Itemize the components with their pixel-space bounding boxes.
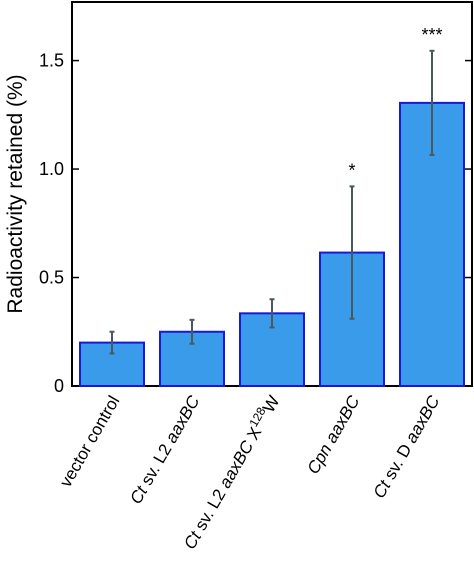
y-tick-label: 0 xyxy=(54,376,64,396)
x-tick-label: Ct sv. L2 aaxBC xyxy=(126,392,204,507)
y-tick-label: 0.5 xyxy=(39,268,64,288)
y-axis-label: Radioactivity retained (%) xyxy=(4,74,27,313)
significance-label: *** xyxy=(421,25,442,45)
x-tick-label-part: vector control xyxy=(56,393,123,491)
x-tick-label-part: aaxBC xyxy=(401,392,443,446)
y-tick-label: 1.0 xyxy=(39,159,64,179)
bar xyxy=(79,341,145,387)
x-tick-label-part: aaxBC xyxy=(161,392,203,446)
x-tick-label: vector control xyxy=(56,393,123,491)
x-tick-label-part: sv. D xyxy=(378,437,418,487)
significance-label: * xyxy=(348,160,355,180)
x-tick-label-part: sv. L2 xyxy=(189,482,232,538)
x-tick-label-part: aaxBC xyxy=(215,437,257,491)
y-tick-label: 1.5 xyxy=(39,51,64,71)
x-tick-label: Cpn aaxBC xyxy=(304,392,364,477)
x-tick-label-part: aaxBC xyxy=(321,392,363,446)
x-tick-label: Ct sv. D aaxBC xyxy=(370,392,444,502)
x-tick-label-part: sv. L2 xyxy=(135,437,178,493)
